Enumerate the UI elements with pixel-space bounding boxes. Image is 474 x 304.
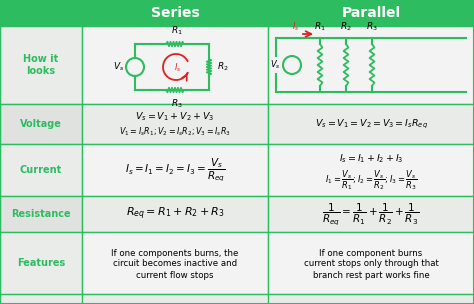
Bar	[268, 144, 474, 196]
Text: $R_3$: $R_3$	[171, 97, 183, 109]
Bar	[0, 104, 82, 144]
Bar	[0, 196, 82, 232]
Bar	[0, 232, 82, 294]
Text: current flow stops: current flow stops	[136, 271, 214, 279]
Bar	[268, 232, 474, 294]
Bar	[268, 196, 474, 232]
Text: $I_1 = \dfrac{V_s}{R_1}; I_2 = \dfrac{V_s}{R_2}; I_3 = \dfrac{V_s}{R_3}$: $I_1 = \dfrac{V_s}{R_1}; I_2 = \dfrac{V_…	[325, 168, 417, 192]
Text: Voltage: Voltage	[20, 119, 62, 129]
Text: $R_3$: $R_3$	[366, 20, 378, 33]
Bar	[82, 104, 268, 144]
Text: $R_1$: $R_1$	[171, 25, 183, 37]
Text: Features: Features	[17, 258, 65, 268]
Text: If one component burns: If one component burns	[319, 248, 423, 257]
Text: $V_s = V_1 = V_2 = V_3 = I_sR_{eq}$: $V_s = V_1 = V_2 = V_3 = I_sR_{eq}$	[315, 117, 428, 130]
Bar	[268, 26, 474, 104]
Text: $V_s$: $V_s$	[270, 59, 281, 71]
Bar	[82, 144, 268, 196]
Text: Parallel: Parallel	[341, 6, 401, 20]
Text: Current: Current	[20, 165, 62, 175]
Bar	[0, 144, 82, 196]
Text: $R_{eq} = R_1 + R_2 + R_3$: $R_{eq} = R_1 + R_2 + R_3$	[126, 206, 224, 222]
Text: circuit becomes inactive and: circuit becomes inactive and	[113, 260, 237, 268]
Text: branch rest part works fine: branch rest part works fine	[313, 271, 429, 279]
Bar	[82, 26, 268, 104]
Bar	[0, 26, 82, 104]
Text: How it
looks: How it looks	[23, 54, 59, 76]
Text: $I_s = I_1 + I_2 + I_3$: $I_s = I_1 + I_2 + I_3$	[339, 153, 403, 165]
Text: $R_1$: $R_1$	[314, 20, 326, 33]
Text: $\dfrac{1}{R_{eq}} = \dfrac{1}{R_1} + \dfrac{1}{R_2} + \dfrac{1}{R_3}$: $\dfrac{1}{R_{eq}} = \dfrac{1}{R_1} + \d…	[322, 201, 419, 227]
Text: $I_s = I_1 = I_2 = I_3 = \dfrac{V_s}{R_{eq}}$: $I_s = I_1 = I_2 = I_3 = \dfrac{V_s}{R_{…	[125, 156, 225, 184]
Bar	[82, 0, 268, 26]
Text: If one components burns, the: If one components burns, the	[111, 248, 239, 257]
Text: $V_s$: $V_s$	[113, 61, 124, 73]
Text: Resistance: Resistance	[11, 209, 71, 219]
Bar	[82, 232, 268, 294]
Text: current stops only through that: current stops only through that	[303, 260, 438, 268]
Bar	[82, 196, 268, 232]
Bar	[268, 104, 474, 144]
Text: $V_s = V_1 + V_2 + V_3$: $V_s = V_1 + V_2 + V_3$	[136, 111, 215, 123]
Text: $I_s$: $I_s$	[292, 20, 299, 33]
Bar	[0, 0, 82, 26]
Text: $V_1 = I_sR_1; V_2 = I_sR_2; V_3 = I_sR_3$: $V_1 = I_sR_1; V_2 = I_sR_2; V_3 = I_sR_…	[119, 126, 231, 138]
Text: Series: Series	[151, 6, 200, 20]
Text: $R_2$: $R_2$	[340, 20, 352, 33]
Bar	[268, 0, 474, 26]
Text: $I_s$: $I_s$	[174, 62, 182, 74]
Text: $R_2$: $R_2$	[217, 61, 228, 73]
